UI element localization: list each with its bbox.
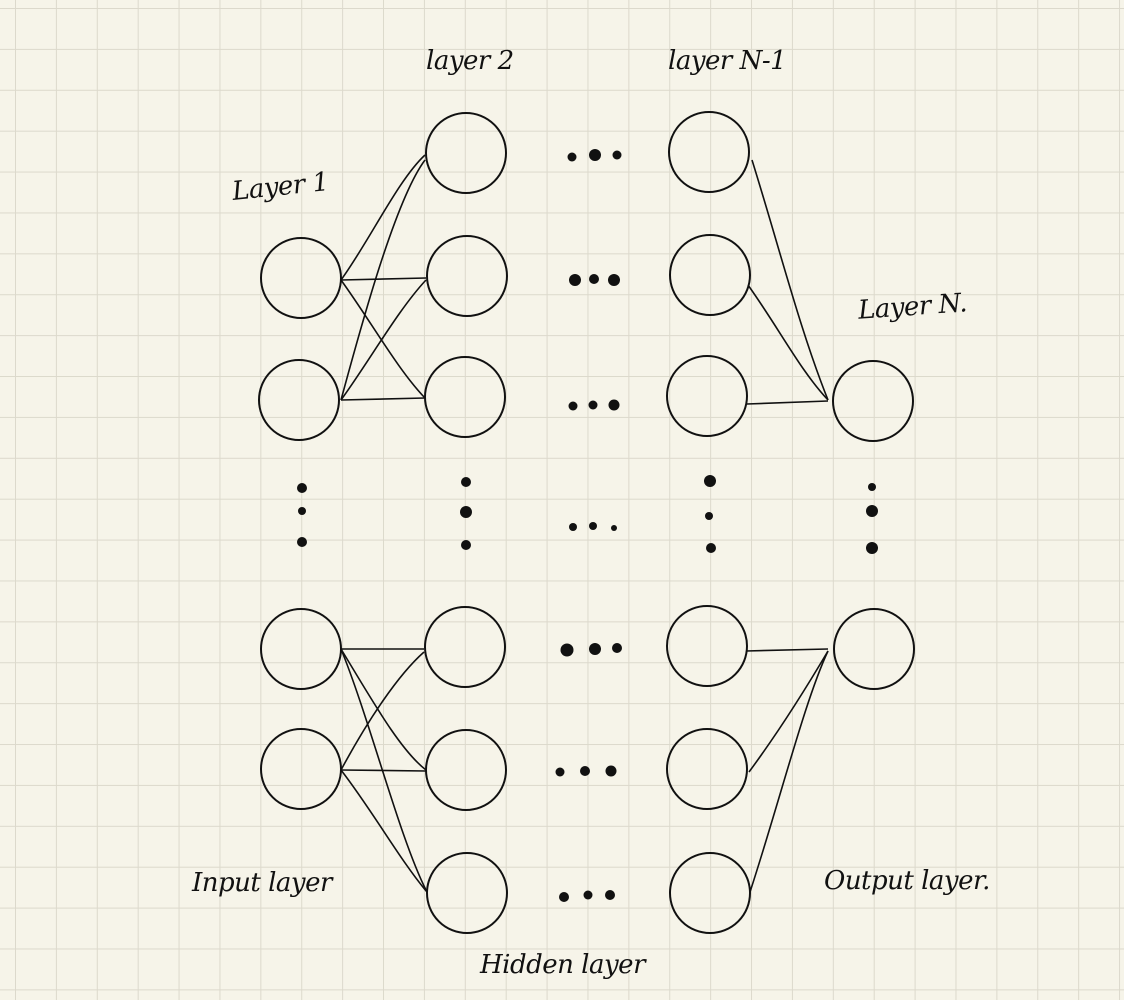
hidden-neuron [425,112,507,194]
layer-2-neurons [424,112,508,934]
edges-hidden-to-output [745,159,829,893]
hidden-neuron [425,729,507,811]
hidden-neuron [424,606,506,688]
hidden-neuron [669,852,751,934]
label-input-layer: Input layer [192,868,332,898]
output-layer-neurons [832,360,915,690]
edges-input-to-hidden-top [340,154,427,401]
input-layer-neurons [258,237,342,810]
hidden-neuron [426,235,508,317]
hidden-neuron [426,852,508,934]
input-neuron [260,608,342,690]
hidden-neuron [666,605,748,687]
output-neuron [832,360,914,442]
input-neuron [258,359,340,441]
hidden-neuron [666,355,748,437]
edges-input-to-hidden-bottom [340,648,428,893]
layer-n-minus-1-neurons [666,111,751,934]
input-neuron [260,728,342,810]
hidden-neuron [668,111,750,193]
horizontal-ellipsis-dots [555,149,622,902]
hidden-neuron [666,728,748,810]
vertical-ellipsis-dots [297,475,878,554]
hidden-neuron [424,356,506,438]
input-neuron [260,237,342,319]
label-hidden-layer: Hidden layer [480,950,646,980]
label-layer-2: layer 2 [426,46,514,76]
label-output-layer: Output layer. [824,866,990,896]
output-neuron [833,608,915,690]
hidden-neuron [669,234,751,316]
label-layer-n-minus-1: layer N-1 [668,46,787,76]
